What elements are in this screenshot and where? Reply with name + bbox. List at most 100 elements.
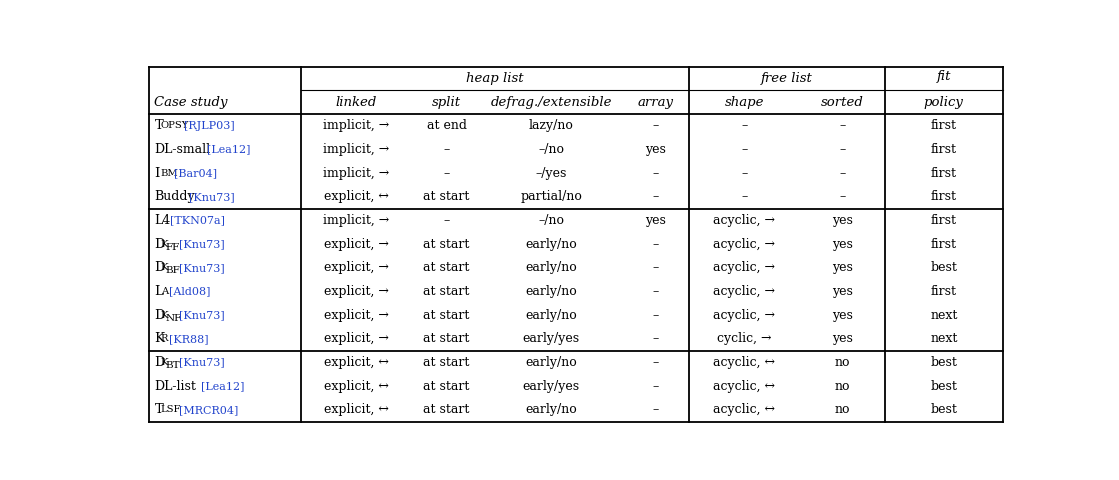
Text: early/no: early/no (526, 356, 577, 369)
Text: acyclic, →: acyclic, → (714, 262, 775, 275)
Text: array: array (637, 96, 674, 109)
Text: free list: free list (761, 72, 814, 85)
Text: early/no: early/no (526, 309, 577, 322)
Text: R: R (161, 335, 168, 343)
Text: at start: at start (423, 380, 470, 393)
Text: I: I (154, 167, 160, 180)
Text: K: K (161, 358, 168, 367)
Text: at start: at start (423, 238, 470, 251)
Text: at start: at start (423, 262, 470, 275)
Text: acyclic, →: acyclic, → (714, 309, 775, 322)
Text: Buddy: Buddy (154, 191, 195, 204)
Text: no: no (835, 356, 850, 369)
Text: OPSY: OPSY (161, 121, 189, 131)
Text: –: – (652, 356, 658, 369)
Text: acyclic, ↔: acyclic, ↔ (714, 356, 775, 369)
Text: –: – (652, 238, 658, 251)
Text: early/no: early/no (526, 403, 577, 416)
Text: defrag./extensible: defrag./extensible (490, 96, 612, 109)
Text: first: first (931, 214, 957, 227)
Text: –: – (741, 191, 747, 204)
Text: explicit, →: explicit, → (323, 309, 388, 322)
Text: [Bar04]: [Bar04] (175, 168, 217, 178)
Text: K: K (161, 264, 168, 273)
Text: next: next (930, 309, 958, 322)
Text: at start: at start (423, 403, 470, 416)
Text: [Lea12]: [Lea12] (200, 381, 244, 391)
Text: early/no: early/no (526, 285, 577, 298)
Text: partial/no: partial/no (520, 191, 582, 204)
Text: T: T (154, 403, 163, 416)
Text: [TKN07a]: [TKN07a] (170, 216, 225, 226)
Text: first: first (931, 120, 957, 132)
Text: yes: yes (831, 285, 853, 298)
Text: best: best (930, 403, 957, 416)
Text: K: K (154, 332, 164, 346)
Text: –/no: –/no (538, 143, 564, 156)
Text: –: – (839, 143, 845, 156)
Text: acyclic, ↔: acyclic, ↔ (714, 403, 775, 416)
Text: shape: shape (725, 96, 764, 109)
Text: early/yes: early/yes (523, 380, 580, 393)
Text: explicit, ↔: explicit, ↔ (323, 191, 388, 204)
Text: sorted: sorted (820, 96, 864, 109)
Text: acyclic, ↔: acyclic, ↔ (714, 380, 775, 393)
Text: –: – (839, 167, 845, 180)
Text: D: D (154, 356, 166, 369)
Text: [RJLP03]: [RJLP03] (184, 121, 235, 131)
Text: linked: linked (336, 96, 377, 109)
Text: BM: BM (161, 169, 178, 178)
Text: NF: NF (166, 313, 182, 323)
Text: yes: yes (831, 262, 853, 275)
Text: yes: yes (831, 309, 853, 322)
Text: early/no: early/no (526, 262, 577, 275)
Text: explicit, ↔: explicit, ↔ (323, 403, 388, 416)
Text: acyclic, →: acyclic, → (714, 238, 775, 251)
Text: first: first (931, 143, 957, 156)
Text: Case study: Case study (153, 96, 227, 109)
Text: [Ald08]: [Ald08] (169, 287, 210, 297)
Text: –: – (443, 167, 450, 180)
Text: at start: at start (423, 356, 470, 369)
Text: policy: policy (924, 96, 963, 109)
Text: explicit, →: explicit, → (323, 262, 388, 275)
Text: K: K (161, 311, 168, 320)
Text: –: – (652, 262, 658, 275)
Text: at start: at start (423, 285, 470, 298)
Text: acyclic, →: acyclic, → (714, 214, 775, 227)
Text: first: first (931, 238, 957, 251)
Text: –: – (839, 120, 845, 132)
Text: first: first (931, 285, 957, 298)
Text: –: – (652, 167, 658, 180)
Text: D: D (154, 309, 166, 322)
Text: explicit, →: explicit, → (323, 332, 388, 346)
Text: [Knu73]: [Knu73] (189, 192, 234, 202)
Text: best: best (930, 380, 957, 393)
Text: –: – (652, 285, 658, 298)
Text: –: – (443, 214, 450, 227)
Text: early/no: early/no (526, 238, 577, 251)
Text: –: – (652, 309, 658, 322)
Text: lazy/no: lazy/no (529, 120, 574, 132)
Text: no: no (835, 380, 850, 393)
Text: implicit, →: implicit, → (323, 214, 389, 227)
Text: at start: at start (423, 191, 470, 204)
Text: cyclic, →: cyclic, → (717, 332, 772, 346)
Text: no: no (835, 403, 850, 416)
Text: explicit, →: explicit, → (323, 285, 388, 298)
Text: FF: FF (166, 242, 180, 252)
Text: implicit, →: implicit, → (323, 167, 389, 180)
Text: yes: yes (831, 332, 853, 346)
Text: –: – (652, 120, 658, 132)
Text: –/no: –/no (538, 214, 564, 227)
Text: BT: BT (166, 361, 180, 370)
Text: L4: L4 (154, 214, 171, 227)
Text: acyclic, →: acyclic, → (714, 285, 775, 298)
Text: [Knu73]: [Knu73] (179, 358, 225, 368)
Text: best: best (930, 356, 957, 369)
Text: early/yes: early/yes (523, 332, 580, 346)
Text: split: split (432, 96, 461, 109)
Text: –: – (741, 167, 747, 180)
Text: explicit, ↔: explicit, ↔ (323, 380, 388, 393)
Text: –: – (839, 191, 845, 204)
